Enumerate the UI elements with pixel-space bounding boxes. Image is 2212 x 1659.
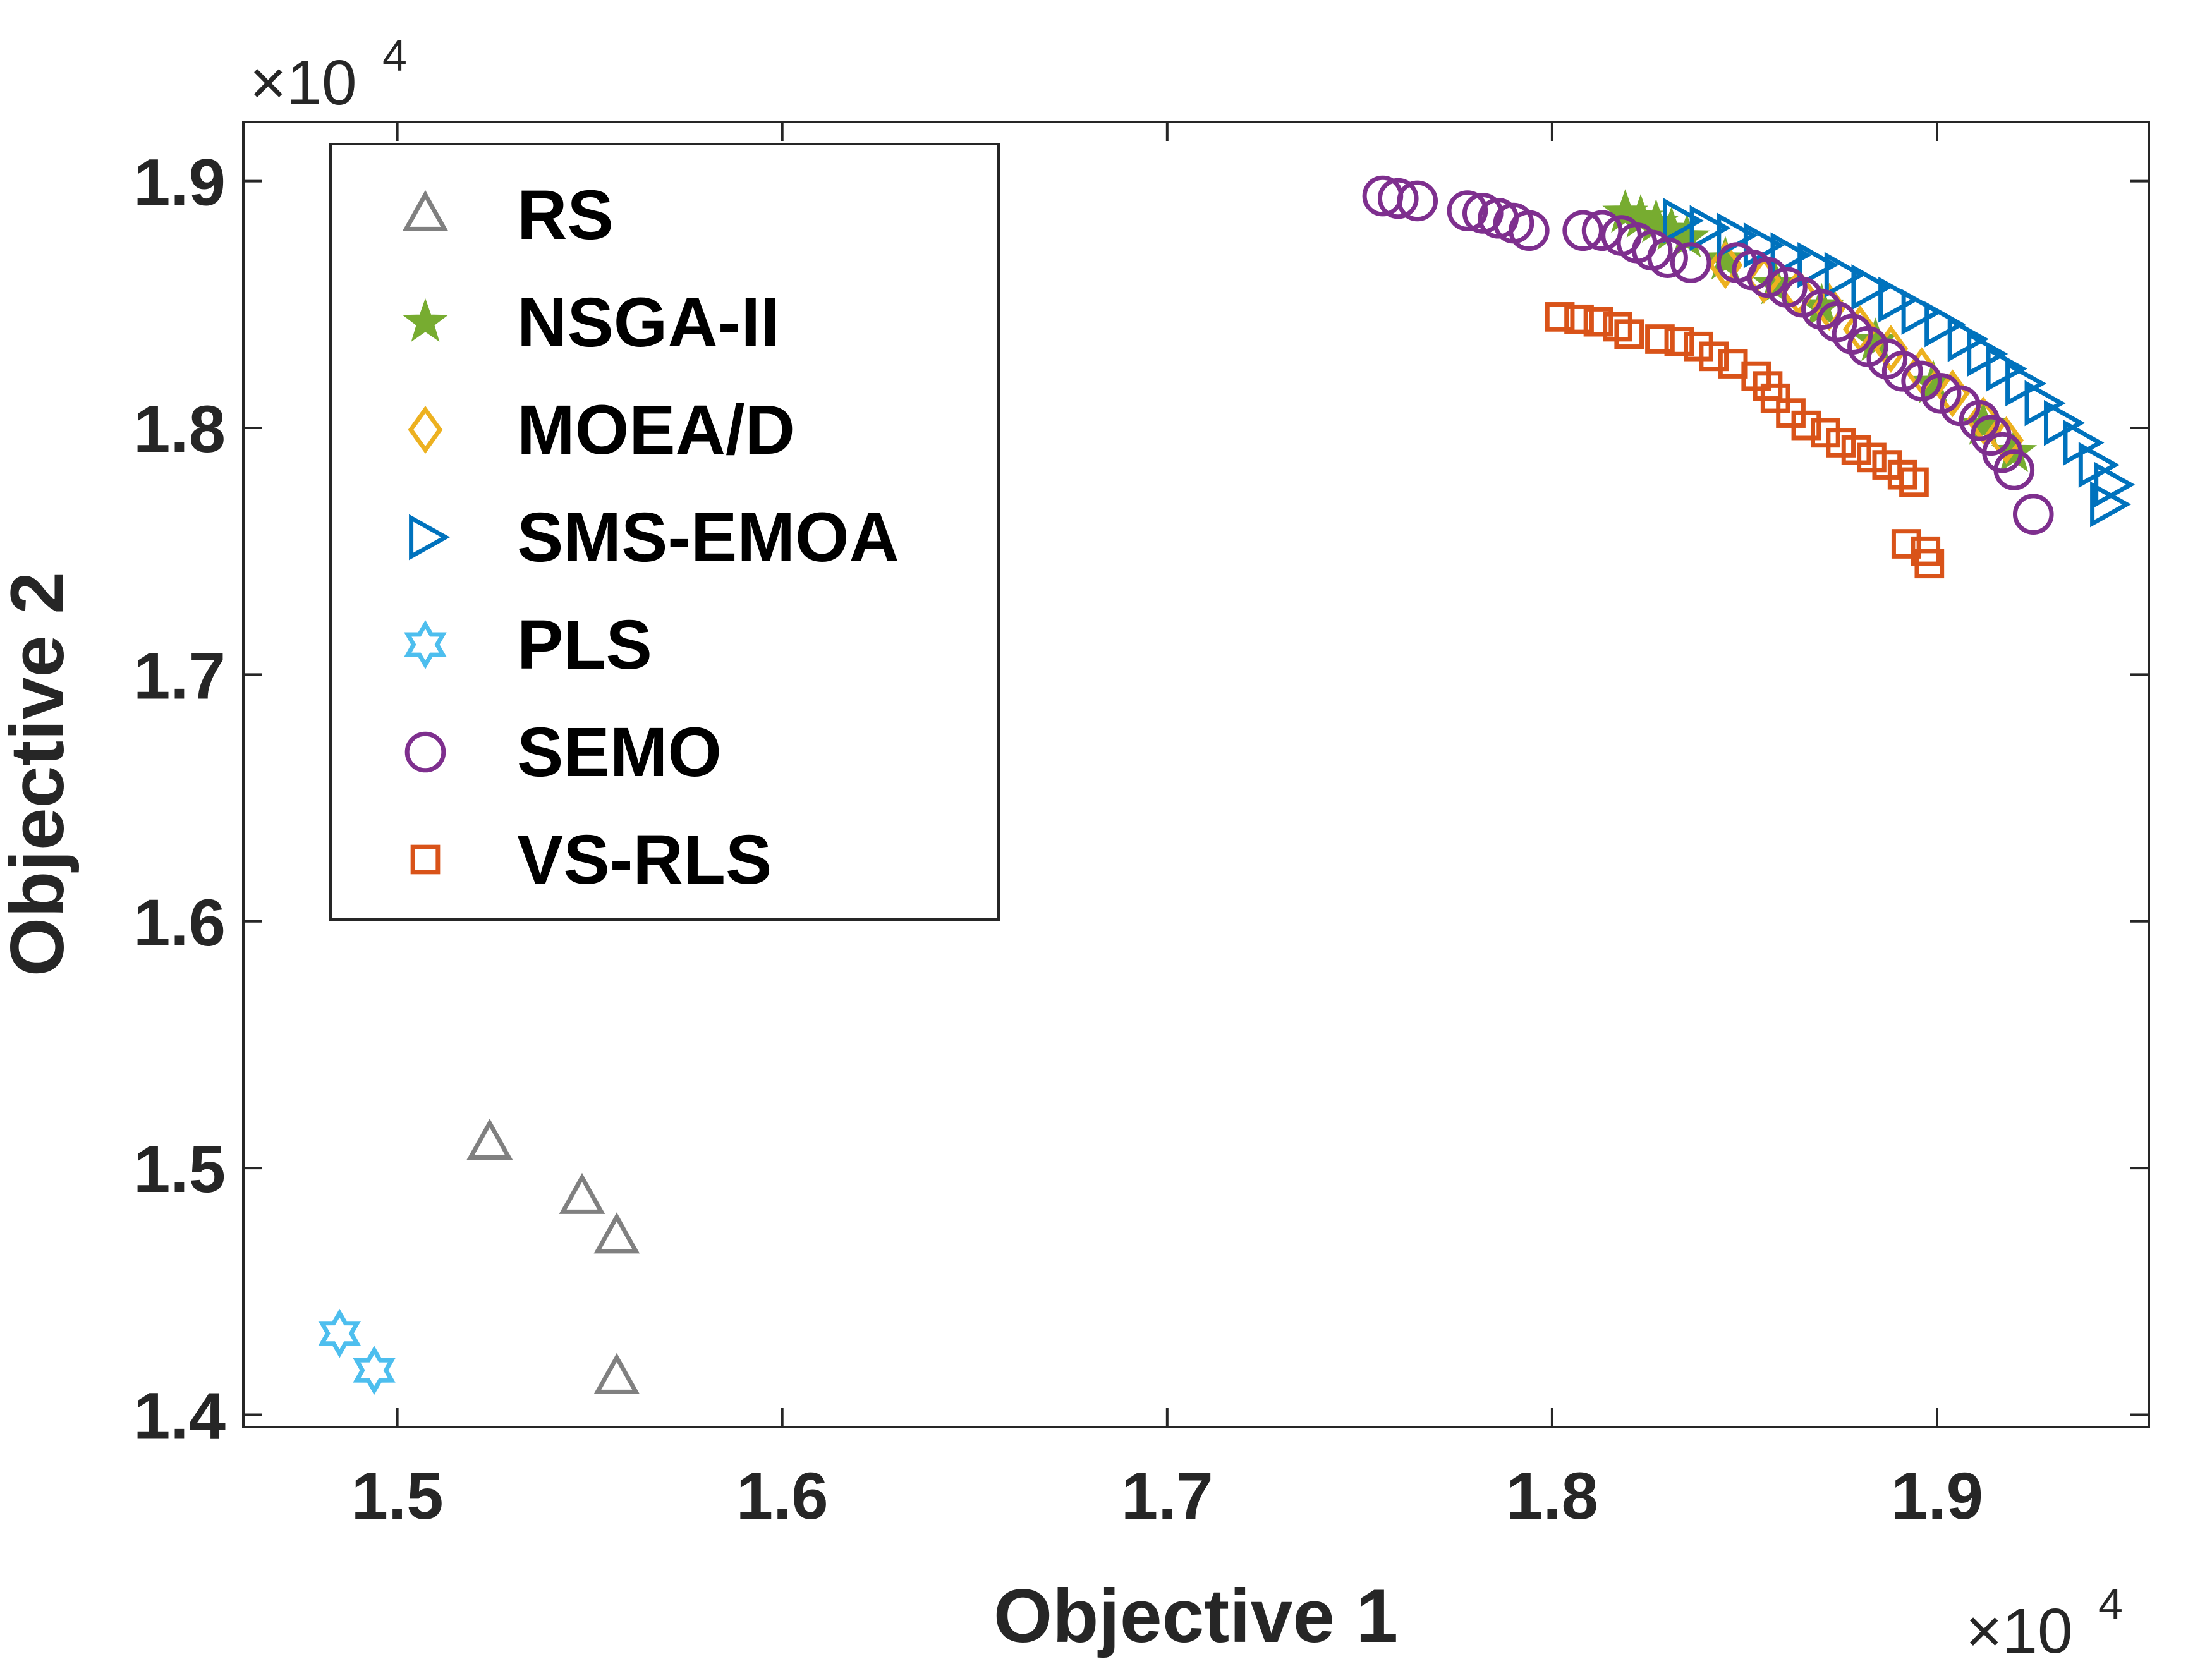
series-rs <box>466 1118 640 1394</box>
point-vs-rls <box>1811 418 1840 448</box>
x-axis-label: Objective 1 <box>994 1574 1398 1658</box>
point-vs-rls <box>1760 383 1790 413</box>
point-vs-rls <box>1872 450 1902 480</box>
series-semo <box>1362 175 2054 535</box>
y-axis-label: Objective 2 <box>0 572 80 976</box>
point-sms-emoa <box>1851 264 1893 310</box>
x-multiplier: ×10 4 <box>1966 1579 2123 1659</box>
point-vs-rls <box>1914 549 1945 579</box>
point-sms-emoa <box>1878 276 1920 323</box>
legend-marker-rs <box>402 190 449 231</box>
point-moea-d <box>1966 396 2001 445</box>
point-semo <box>1397 180 1438 222</box>
legend-marker-semo <box>404 731 446 773</box>
data-points <box>318 175 2136 1395</box>
point-vs-rls <box>1664 327 1694 356</box>
point-semo <box>1747 257 1789 298</box>
x-tick-label: 1.6 <box>736 1459 829 1533</box>
point-rs <box>466 1118 513 1160</box>
legend-label-vs-rls: VS-RLS <box>517 821 772 899</box>
point-semo <box>1993 449 2035 490</box>
point-vs-rls <box>1645 324 1675 354</box>
y-tick-label: 1.5 <box>133 1133 226 1206</box>
x-tick-label: 1.9 <box>1891 1459 1983 1533</box>
x-multiplier-base: ×10 <box>1966 1596 2073 1659</box>
point-vs-rls <box>1841 435 1871 465</box>
legend-label-semo: SEMO <box>517 714 722 791</box>
y-multiplier: ×10 4 <box>250 31 407 118</box>
point-semo <box>1377 178 1419 219</box>
point-semo <box>1581 210 1623 252</box>
y-tick-label: 1.6 <box>133 886 226 960</box>
point-rs <box>593 1352 640 1394</box>
point-sms-emoa <box>1924 301 1966 348</box>
y-tick-label: 1.9 <box>133 146 226 220</box>
point-sms-emoa <box>1770 232 1812 279</box>
point-pls <box>353 1346 396 1395</box>
y-multiplier-exponent: 4 <box>382 31 407 80</box>
point-sms-emoa <box>2090 481 2132 528</box>
point-semo <box>1509 210 1550 252</box>
legend-label-sms-emoa: SMS-EMOA <box>517 499 899 576</box>
y-tick-label: 1.4 <box>133 1379 226 1453</box>
legend-box <box>329 143 1000 921</box>
axis-ticks: 1.5 1.6 1.7 1.8 1.9 1.4 1.5 1.6 1.7 1.8 1.9 <box>133 122 2149 1533</box>
legend-marker-moea-d <box>408 406 443 454</box>
series-pls <box>318 1308 396 1395</box>
point-sms-emoa <box>1797 242 1839 288</box>
series-vs-rls <box>1545 302 1945 579</box>
legend-marker-sms-emoa <box>409 514 451 561</box>
y-multiplier-base: ×10 <box>250 47 357 118</box>
point-vs-rls <box>1857 442 1887 473</box>
legend-marker-pls <box>404 620 447 669</box>
series-sms-emoa <box>1663 197 2136 528</box>
y-tick-label: 1.8 <box>133 392 226 466</box>
legend-marker-nsga-ii <box>402 298 449 342</box>
point-rs <box>593 1212 640 1254</box>
x-tick-label: 1.5 <box>351 1459 444 1533</box>
point-sms-emoa <box>1663 197 1705 244</box>
point-vs-rls <box>1891 529 1921 559</box>
legend-label-nsga-ii: NSGA-II <box>517 284 780 362</box>
point-semo <box>1562 210 1603 252</box>
legend-label-pls: PLS <box>517 606 652 684</box>
point-vs-rls <box>1684 331 1713 362</box>
point-vs-rls <box>1545 302 1575 332</box>
x-multiplier-exponent: 4 <box>2098 1579 2123 1629</box>
legend: RS NSGA-II MOEA/D SMS-EMOA PLS SEMO VS-R… <box>402 176 899 899</box>
point-semo <box>2012 494 2054 535</box>
point-sms-emoa <box>1901 289 1943 335</box>
x-tick-label: 1.8 <box>1506 1459 1598 1533</box>
point-rs <box>559 1172 605 1214</box>
x-tick-label: 1.7 <box>1121 1459 1213 1533</box>
point-vs-rls <box>1699 341 1729 372</box>
point-vs-rls <box>1826 428 1856 458</box>
point-vs-rls <box>1614 319 1644 349</box>
point-vs-rls <box>1564 304 1594 334</box>
point-vs-rls <box>1899 467 1929 497</box>
point-semo <box>1670 242 1711 283</box>
legend-label-rs: RS <box>517 176 614 254</box>
point-vs-rls <box>1791 410 1821 441</box>
point-sms-emoa <box>1689 205 1731 252</box>
legend-label-moea-d: MOEA/D <box>517 391 795 469</box>
point-vs-rls <box>1583 307 1613 337</box>
point-sms-emoa <box>1824 252 1866 298</box>
point-semo <box>1881 350 1923 392</box>
legend-marker-vs-rls <box>410 844 441 875</box>
point-moea-d <box>1708 241 1743 289</box>
y-tick-label: 1.7 <box>133 639 226 713</box>
point-semo <box>1647 237 1688 278</box>
point-pls <box>318 1308 362 1358</box>
point-semo <box>1447 190 1488 231</box>
point-sms-emoa <box>2094 461 2136 508</box>
